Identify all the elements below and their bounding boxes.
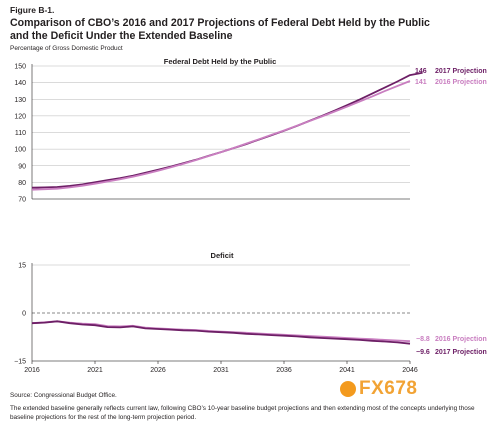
y-tick-label: 0 bbox=[22, 311, 26, 318]
y-tick-label: 15 bbox=[18, 263, 26, 270]
watermark-text: FX678 bbox=[359, 378, 418, 399]
y-tick-label: 80 bbox=[18, 180, 26, 187]
series-line-2017 bbox=[31, 320, 411, 345]
end-value-label: 141 bbox=[415, 79, 427, 86]
y-tick-label: 150 bbox=[14, 64, 26, 71]
x-tick-label: 2036 bbox=[276, 367, 292, 374]
series-line-2017 bbox=[31, 71, 423, 189]
y-tick-label: 70 bbox=[18, 197, 26, 204]
y-tick-label: −15 bbox=[14, 359, 26, 366]
legend-label: 2017 Projection bbox=[435, 68, 487, 75]
unit-label: Percentage of Gross Domestic Product bbox=[10, 45, 123, 52]
end-value-label: −8.8 bbox=[416, 336, 430, 343]
footnote: The extended baseline generally reflects… bbox=[10, 405, 475, 421]
figure-title: Comparison of CBO’s 2016 and 2017 Projec… bbox=[10, 17, 430, 42]
source-note: Source: Congressional Budget Office. bbox=[10, 392, 117, 399]
figure-label: Figure B-1. bbox=[10, 5, 55, 15]
y-tick-label: 140 bbox=[14, 80, 26, 87]
series-line-2016 bbox=[31, 80, 411, 191]
y-tick-label: 90 bbox=[18, 163, 26, 170]
watermark: FX678 bbox=[340, 378, 417, 400]
watermark-logo-icon bbox=[340, 381, 356, 397]
panel-title: Deficit bbox=[211, 251, 234, 260]
legend-label: 2016 Projection bbox=[435, 336, 487, 343]
x-tick-label: 2021 bbox=[87, 367, 103, 374]
x-tick-label: 2046 bbox=[402, 367, 418, 374]
y-tick-label: 120 bbox=[14, 113, 26, 120]
x-tick-label: 2031 bbox=[213, 367, 229, 374]
panel-title: Federal Debt Held by the Public bbox=[164, 57, 277, 66]
end-value-label: −9.6 bbox=[416, 349, 430, 356]
legend-label: 2017 Projection bbox=[435, 349, 487, 356]
y-tick-label: 100 bbox=[14, 147, 26, 154]
x-tick-label: 2026 bbox=[150, 367, 166, 374]
y-tick-label: 130 bbox=[14, 97, 26, 104]
x-tick-label: 2041 bbox=[339, 367, 355, 374]
end-value-label: 146 bbox=[415, 68, 427, 75]
legend-label: 2016 Projection bbox=[435, 79, 487, 86]
x-tick-label: 2016 bbox=[24, 367, 40, 374]
y-tick-label: 110 bbox=[15, 130, 26, 137]
